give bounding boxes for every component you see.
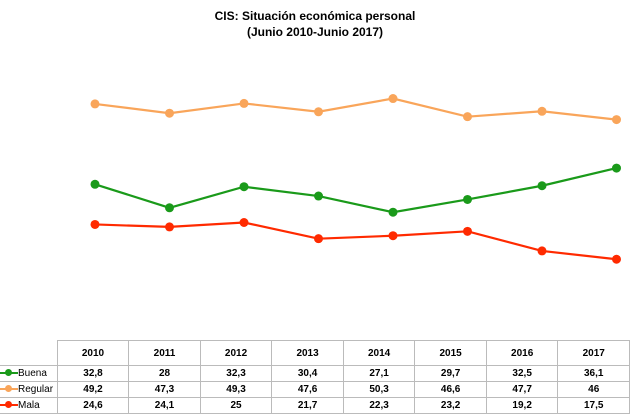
- corner-cell: [0, 341, 57, 366]
- value-cell: 36,1: [557, 365, 630, 382]
- year-header: 2012: [199, 340, 273, 366]
- title: CIS: Situación económica personal: [214, 9, 416, 23]
- chart-title: CIS: Situación económica personal (Junio …: [0, 8, 630, 40]
- value-cell: 32,5: [485, 365, 559, 382]
- data-table: 2010 2011 2012 2013 2014 2015 2016 2017 Buena 32…: [0, 340, 630, 414]
- legend-marker-icon: [0, 400, 18, 410]
- value-cell: 47,7: [485, 381, 559, 398]
- data-point-regular-2010: [90, 99, 100, 109]
- value-cell: 17,5: [557, 397, 630, 414]
- value-cell: 29,7: [414, 365, 487, 382]
- data-point-mala-2014: [388, 231, 398, 241]
- legend-entry: Buena: [0, 365, 58, 382]
- year-header: 2011: [128, 340, 201, 366]
- data-point-mala-2016: [537, 246, 547, 256]
- value-cell: 24,1: [128, 397, 201, 414]
- value-cell: 27,1: [342, 365, 416, 382]
- table-row: Mala 24,6 24,1 25 21,7 22,3 23,2 19,2 17,5: [0, 397, 630, 414]
- value-cell: 19,2: [485, 397, 559, 414]
- data-point-buena-2014: [388, 207, 398, 217]
- data-point-buena-2015: [463, 194, 472, 204]
- data-point-mala-2010: [90, 219, 100, 229]
- year-header: 2015: [414, 340, 487, 366]
- plot-area: [90, 94, 621, 264]
- value-cell: 24,6: [56, 397, 130, 414]
- value-cell: 49,3: [199, 381, 273, 398]
- legend-label: Regular: [18, 384, 54, 395]
- data-point-buena-2017: [612, 163, 621, 173]
- data-point-regular-2014: [388, 94, 398, 104]
- legend-entry: Mala: [0, 397, 58, 414]
- value-cell: 28: [128, 365, 201, 382]
- value-cell: 32,8: [56, 365, 130, 382]
- series-line-mala: [94, 221, 617, 261]
- data-point-regular-2013: [314, 107, 323, 117]
- value-cell: 47,6: [271, 381, 344, 398]
- data-point-regular-2011: [165, 108, 174, 118]
- value-cell: 22,3: [342, 397, 416, 414]
- year-header: 2010: [56, 340, 130, 366]
- legend-label: Buena: [18, 368, 47, 379]
- data-point-buena-2013: [314, 191, 323, 201]
- value-cell: 46: [557, 381, 630, 398]
- data-point-buena-2011: [165, 203, 174, 213]
- data-point-mala-2013: [314, 234, 323, 244]
- value-cell: 32,3: [199, 365, 273, 382]
- value-cell: 46,6: [414, 381, 487, 398]
- data-point-regular-2015: [463, 112, 472, 122]
- data-point-buena-2012: [239, 182, 249, 192]
- value-cell: 21,7: [271, 397, 344, 414]
- data-point-regular-2016: [537, 106, 547, 116]
- value-cell: 49,2: [56, 381, 130, 398]
- table-row: Regular 49,2 47,3 49,3 47,6 50,3 46,6 47,7 46: [0, 381, 630, 398]
- subtitle: (Junio 2010-Junio 2017): [246, 25, 384, 39]
- data-point-mala-2015: [463, 226, 472, 236]
- series-line-buena: [94, 167, 617, 214]
- value-cell: 25: [199, 397, 273, 414]
- data-point-regular-2012: [239, 98, 249, 108]
- data-point-mala-2017: [612, 254, 621, 264]
- data-point-regular-2017: [612, 115, 621, 125]
- value-cell: 23,2: [414, 397, 487, 414]
- year-header: 2013: [271, 340, 344, 366]
- legend-marker-icon: [0, 384, 18, 394]
- value-cell: 50,3: [342, 381, 416, 398]
- legend-marker-icon: [0, 368, 18, 378]
- table-header-row: 2010 2011 2012 2013 2014 2015 2016 2017: [0, 340, 630, 366]
- table-row: Buena 32,8 28 32,3 30,4 27,1 29,7 32,5 36,1: [0, 365, 630, 382]
- value-cell: 47,3: [128, 381, 201, 398]
- series-line-regular: [94, 97, 617, 121]
- data-point-mala-2011: [165, 222, 174, 232]
- year-header: 2014: [342, 340, 416, 366]
- data-point-buena-2016: [537, 181, 547, 191]
- year-header: 2016: [485, 340, 559, 366]
- year-header: 2017: [557, 340, 630, 366]
- data-point-buena-2010: [90, 179, 100, 189]
- value-cell: 30,4: [271, 365, 344, 382]
- data-point-mala-2012: [239, 218, 249, 227]
- legend-label: Mala: [18, 400, 40, 411]
- legend-entry: Regular: [0, 381, 58, 398]
